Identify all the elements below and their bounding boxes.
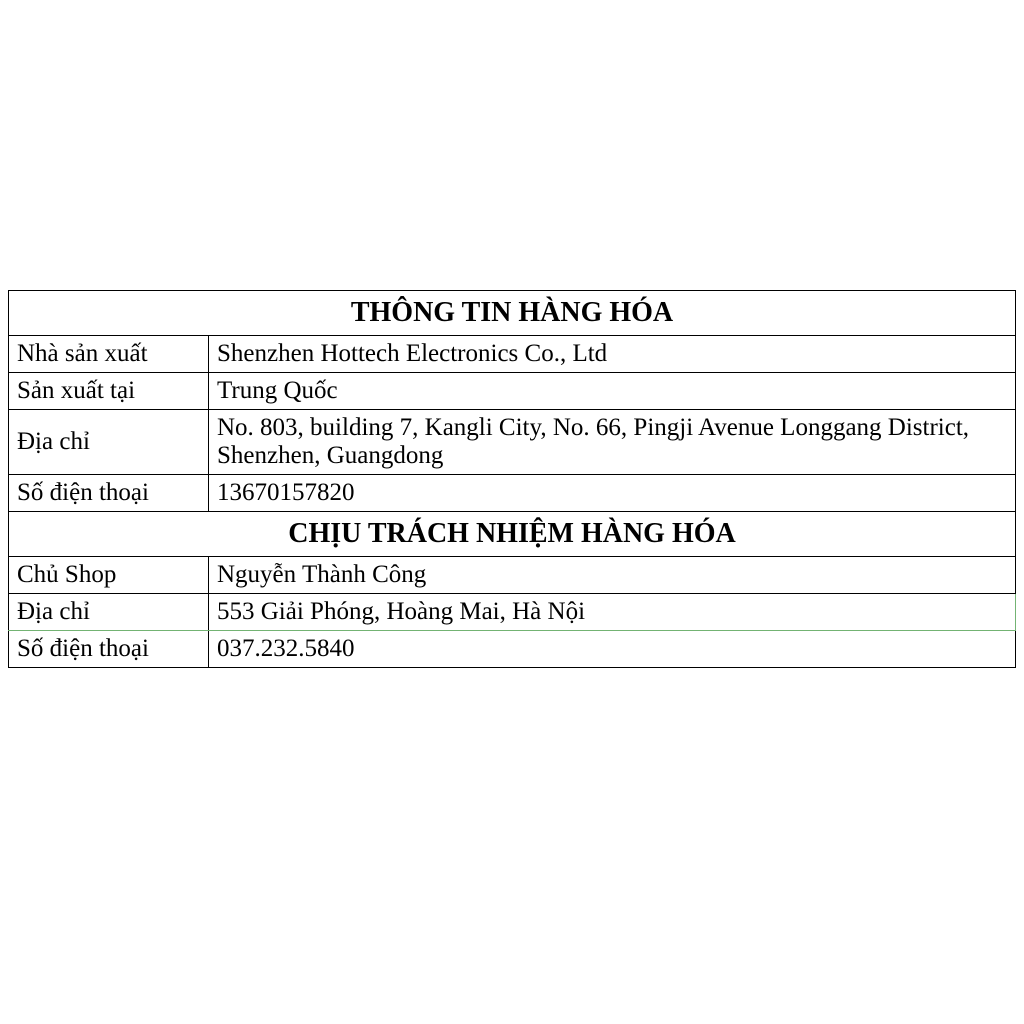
table-row: Số điện thoại 13670157820 xyxy=(9,475,1016,512)
label-cell: Số điện thoại xyxy=(9,475,209,512)
section2-header: CHỊU TRÁCH NHIỆM HÀNG HÓA xyxy=(9,512,1016,557)
label-cell: Chủ Shop xyxy=(9,557,209,594)
section1-header: THÔNG TIN HÀNG HÓA xyxy=(9,291,1016,336)
table-row: Số điện thoại 037.232.5840 xyxy=(9,631,1016,668)
value-cell: Shenzhen Hottech Electronics Co., Ltd xyxy=(209,336,1016,373)
table-header-row: THÔNG TIN HÀNG HÓA xyxy=(9,291,1016,336)
table-header-row: CHỊU TRÁCH NHIỆM HÀNG HÓA xyxy=(9,512,1016,557)
table-row: Địa chỉ 553 Giải Phóng, Hoàng Mai, Hà Nộ… xyxy=(9,594,1016,631)
table-row: Địa chỉ No. 803, building 7, Kangli City… xyxy=(9,410,1016,475)
label-cell: Địa chỉ xyxy=(9,410,209,475)
product-info-table: THÔNG TIN HÀNG HÓA Nhà sản xuất Shenzhen… xyxy=(8,290,1016,668)
value-cell: 13670157820 xyxy=(209,475,1016,512)
label-cell: Nhà sản xuất xyxy=(9,336,209,373)
table-row: Sản xuất tại Trung Quốc xyxy=(9,373,1016,410)
label-cell: Sản xuất tại xyxy=(9,373,209,410)
value-cell: 553 Giải Phóng, Hoàng Mai, Hà Nội xyxy=(209,594,1016,631)
value-cell: No. 803, building 7, Kangli City, No. 66… xyxy=(209,410,1016,475)
label-cell: Số điện thoại xyxy=(9,631,209,668)
table-row: Chủ Shop Nguyễn Thành Công xyxy=(9,557,1016,594)
value-cell: Trung Quốc xyxy=(209,373,1016,410)
table-row: Nhà sản xuất Shenzhen Hottech Electronic… xyxy=(9,336,1016,373)
label-cell: Địa chỉ xyxy=(9,594,209,631)
value-cell: 037.232.5840 xyxy=(209,631,1016,668)
value-cell: Nguyễn Thành Công xyxy=(209,557,1016,594)
